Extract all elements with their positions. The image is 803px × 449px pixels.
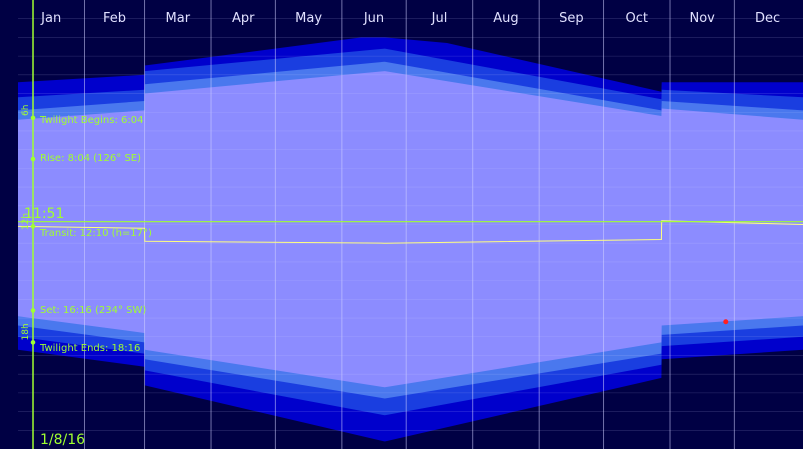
event-marker-dot bbox=[30, 224, 36, 229]
selected-date-label: 1/8/16 bbox=[40, 432, 85, 448]
rise-label: Rise: 8:04 (126° SE) bbox=[40, 153, 141, 164]
event-labels: Twilight Begins: 6:04 Rise: 8:04 (126° S… bbox=[24, 115, 152, 448]
month-label: Jun bbox=[363, 11, 384, 26]
event-marker-dot bbox=[30, 156, 36, 162]
hour-marker-label: 6h bbox=[21, 105, 31, 116]
transit-curve bbox=[17, 220, 803, 244]
month-label: Mar bbox=[166, 11, 191, 26]
red-marker-dot bbox=[723, 319, 729, 325]
twilight-ends-label: Twilight Ends: 18:16 bbox=[39, 343, 140, 354]
hour-marker-label: 18h bbox=[21, 323, 31, 340]
current-time-label: 11:51 bbox=[24, 206, 64, 222]
time-lines: 6h 12h 18h bbox=[17, 0, 803, 449]
transit-label: Transit: 12:10 (h=17°) bbox=[39, 228, 152, 239]
month-label: Jan bbox=[40, 11, 61, 26]
month-labels: Jan Feb Mar Apr May Jun Jul Aug Sep Oct Nov Dec bbox=[40, 11, 780, 26]
month-grid bbox=[18, 0, 803, 449]
event-marker-dot bbox=[30, 308, 36, 313]
hour-marker-label: 12h bbox=[21, 213, 31, 230]
month-label: Feb bbox=[103, 11, 126, 26]
month-label: Jul bbox=[431, 11, 448, 26]
daylight-band bbox=[18, 71, 803, 388]
month-label: May bbox=[295, 11, 322, 26]
month-label: Aug bbox=[493, 11, 518, 26]
event-marker-dot bbox=[30, 115, 36, 121]
twilight-bands bbox=[18, 37, 803, 442]
month-label: Apr bbox=[232, 11, 255, 26]
month-label: Oct bbox=[626, 11, 648, 26]
month-label: Sep bbox=[559, 11, 584, 26]
twilight-begins-label: Twilight Begins: 6:04 bbox=[39, 115, 143, 126]
month-label: Nov bbox=[690, 11, 716, 26]
event-marker-dot bbox=[30, 340, 36, 345]
set-label: Set: 16:16 (234° SW) bbox=[40, 305, 146, 316]
month-label: Dec bbox=[755, 11, 780, 26]
